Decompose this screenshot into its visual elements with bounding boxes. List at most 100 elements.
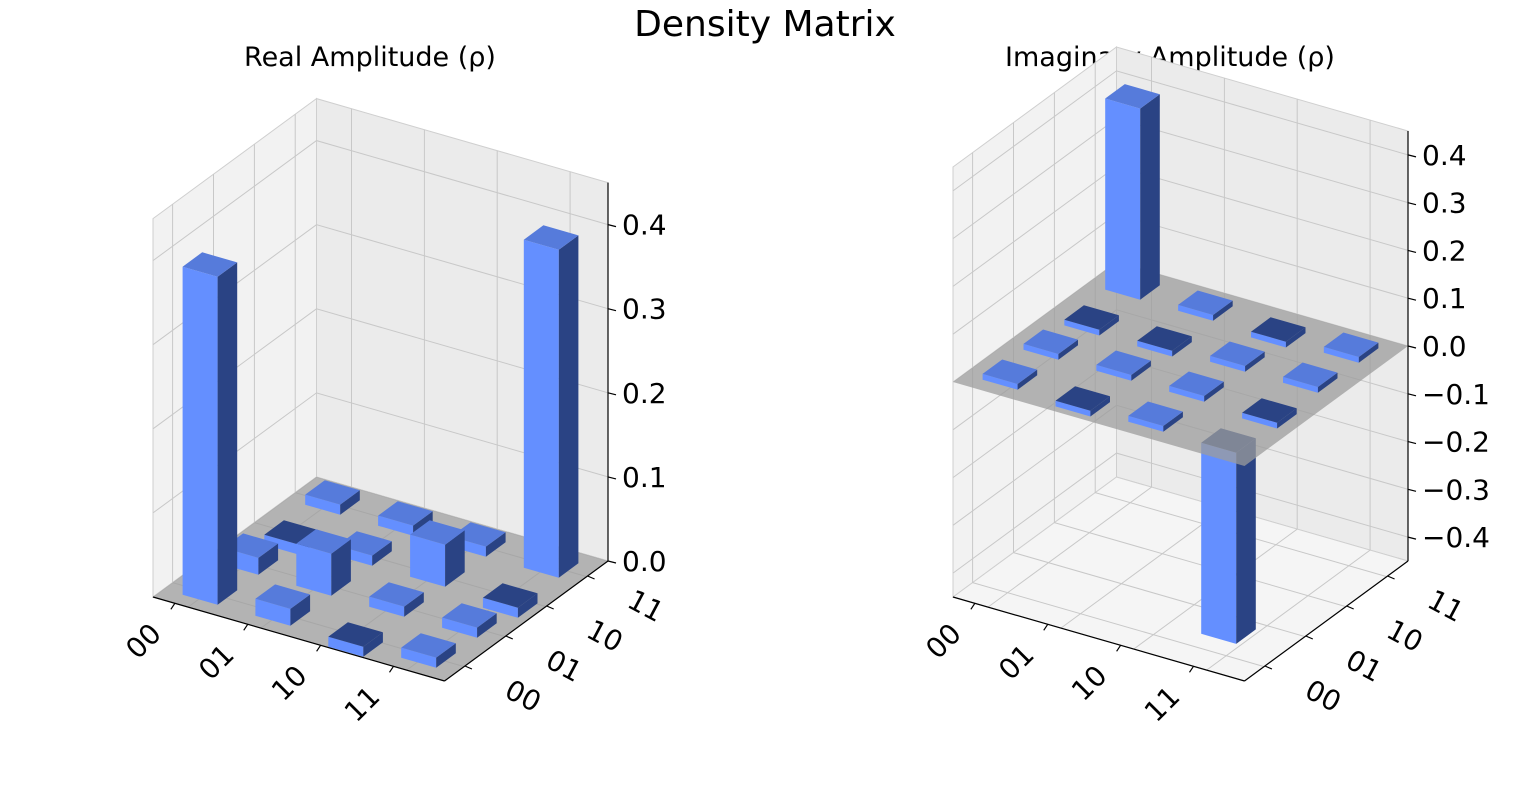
x-grid-line [1133, 99, 1298, 650]
bar-front-face [305, 494, 341, 515]
z-tick-label: 0.3 [1422, 187, 1467, 220]
bar-01-01 [1096, 350, 1151, 381]
bar-top-face [255, 584, 311, 609]
z-tick-label: 0.1 [1422, 282, 1467, 315]
zero-plane [153, 477, 608, 681]
y-axis-line [1244, 560, 1409, 682]
bar-top-face [1023, 329, 1078, 354]
real-panel-title: Real Amplitude (ρ) [244, 42, 496, 73]
z-tick-label: −0.3 [1422, 473, 1490, 506]
bar-00-10 [1064, 305, 1119, 336]
z-tick-label: 0.1 [622, 461, 667, 494]
bar-top-face [1178, 290, 1233, 315]
x-tick-label: 10 [265, 659, 314, 708]
bar-10-01 [1169, 371, 1224, 402]
bar-side-face [1017, 369, 1038, 390]
z-tick-label: 0.2 [622, 377, 667, 410]
bar-00-00 [982, 359, 1038, 390]
bar-side-face [1213, 300, 1233, 321]
bars [953, 84, 1408, 644]
bar-00-11 [1105, 84, 1160, 300]
bar-front-face [1128, 415, 1164, 432]
x-axis-line [152, 596, 445, 682]
bar-side-face [1058, 339, 1078, 360]
bar-side-face [372, 541, 392, 566]
bar-front-face [255, 598, 291, 626]
x-tick-label: 11 [338, 680, 387, 729]
bar-front-face [1283, 376, 1318, 393]
bar-top-face [337, 531, 392, 556]
bar-side-face [1090, 396, 1110, 417]
bar-10-00 [1128, 401, 1183, 432]
bar-top-face [1242, 398, 1297, 423]
bar-11-00 [401, 633, 456, 668]
bar-front-face [1169, 385, 1205, 402]
y-grid-line [1094, 62, 1387, 578]
bar-top-face [523, 225, 579, 250]
y-tick-label: 11 [622, 583, 669, 629]
bar-top-face [1105, 84, 1160, 109]
bar-side-face [258, 543, 279, 575]
bar-top-face [1210, 341, 1265, 366]
bar-front-face [523, 239, 559, 578]
x-tick-label: 00 [119, 617, 168, 666]
bar-10-00 [328, 622, 383, 657]
bar-side-face [1163, 411, 1183, 432]
y-tick-label: 11 [1422, 583, 1469, 629]
z-grid-line [152, 140, 609, 262]
bar-10-11 [1251, 317, 1306, 348]
z-grid-line [952, 70, 1409, 192]
y-axis-line [444, 560, 609, 682]
z-tick-label: −0.4 [1422, 521, 1490, 554]
bar-top-face [410, 520, 465, 545]
bar-01-00 [1055, 386, 1110, 417]
bar-top-face [369, 582, 424, 607]
bar-11-11 [1323, 332, 1379, 363]
y-tick-label: 10 [581, 613, 628, 659]
x-tick-label: 01 [992, 638, 1041, 687]
bar-front-face [378, 515, 414, 536]
bar-side-face [340, 490, 360, 515]
z-tick-label: 0.4 [622, 209, 667, 242]
bar-front-face [264, 534, 300, 555]
y-tick-label: 10 [1381, 613, 1428, 659]
bar-side-face [1285, 327, 1306, 348]
bar-side-face [331, 539, 351, 596]
bar-side-face [558, 235, 579, 578]
bar-10-10 [410, 520, 465, 587]
bar-top-face [1137, 326, 1192, 351]
bar-top-face [305, 480, 360, 505]
bar-front-face [1137, 340, 1173, 357]
bar-front-face [1178, 304, 1214, 321]
bar-top-face [1283, 362, 1338, 387]
bar-front-face [328, 636, 364, 657]
bar-side-face [290, 594, 311, 626]
bar-front-face [1023, 343, 1059, 360]
bar-10-10 [1210, 341, 1265, 372]
bar-top-face [401, 633, 456, 658]
axes [152, 182, 617, 682]
bar-front-face [182, 266, 218, 605]
bar-side-face [477, 613, 497, 638]
z-tick-label: −0.1 [1422, 378, 1490, 411]
bar-front-face [1251, 331, 1286, 348]
bar-top-face [1251, 317, 1306, 342]
bar-side-face [1131, 360, 1151, 381]
y-tick-label: 01 [541, 643, 588, 689]
z-tick-label: 0.4 [1422, 139, 1467, 172]
bar-front-face [410, 534, 446, 587]
bar-10-01 [369, 582, 424, 617]
bar-front-face [442, 617, 478, 638]
bar-11-10 [482, 583, 538, 618]
x-grid-line [1206, 120, 1371, 671]
y-tick-label: 00 [1300, 673, 1347, 719]
bar-top-face [982, 359, 1038, 384]
imaginary-amplitude-panel: Imaginary Amplitude (ρ) 00 01 10 11 00011011… [919, 42, 1490, 728]
bar-top-face [296, 529, 351, 554]
bar-side-face [517, 593, 538, 618]
bar-front-face [1242, 412, 1278, 429]
bar-side-face [404, 592, 424, 617]
x-tick-label: 01 [192, 638, 241, 687]
bar-side-face [1317, 372, 1338, 393]
